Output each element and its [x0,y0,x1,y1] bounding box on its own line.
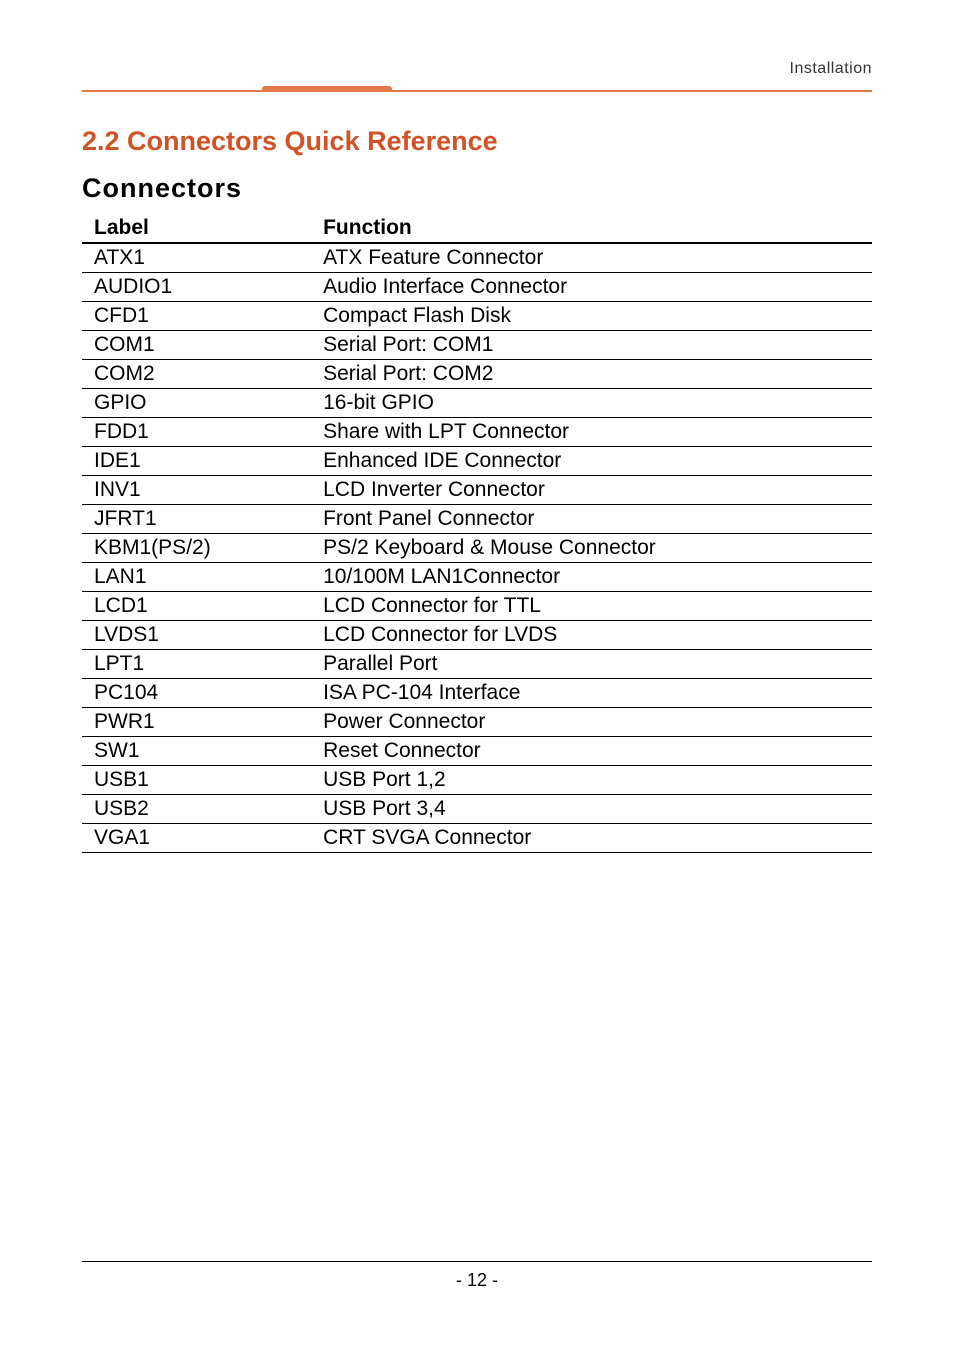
table-cell-function: Enhanced IDE Connector [311,447,872,476]
table-cell-function: Parallel Port [311,650,872,679]
table-cell-function: Reset Connector [311,737,872,766]
table-row: KBM1(PS/2)PS/2 Keyboard & Mouse Connecto… [82,534,872,563]
table-cell-label: IDE1 [82,447,311,476]
document-page: Installation 2.2 Connectors Quick Refere… [0,0,954,1351]
table-row: COM2Serial Port: COM2 [82,360,872,389]
table-cell-function: 16-bit GPIO [311,389,872,418]
table-row: COM1Serial Port: COM1 [82,331,872,360]
table-cell-label: GPIO [82,389,311,418]
table-cell-label: VGA1 [82,824,311,853]
table-cell-label: COM2 [82,360,311,389]
table-cell-function: CRT SVGA Connector [311,824,872,853]
table-cell-label: FDD1 [82,418,311,447]
header-accent-bar [82,86,872,92]
page-number: - 12 - [456,1270,498,1290]
table-row: SW1Reset Connector [82,737,872,766]
table-cell-label: LCD1 [82,592,311,621]
table-cell-function: Share with LPT Connector [311,418,872,447]
table-row: IDE1Enhanced IDE Connector [82,447,872,476]
table-header-function: Function [311,214,872,243]
table-cell-function: ISA PC-104 Interface [311,679,872,708]
table-row: PWR1Power Connector [82,708,872,737]
table-header-row: Label Function [82,214,872,243]
table-cell-label: ATX1 [82,243,311,273]
table-row: CFD1Compact Flash Disk [82,302,872,331]
table-cell-function: ATX Feature Connector [311,243,872,273]
table-row: VGA1CRT SVGA Connector [82,824,872,853]
table-row: AUDIO1Audio Interface Connector [82,273,872,302]
table-row: LPT1Parallel Port [82,650,872,679]
table-cell-label: LVDS1 [82,621,311,650]
subsection-title: Connectors [82,173,872,204]
accent-line [82,90,872,92]
table-cell-label: SW1 [82,737,311,766]
table-cell-function: 10/100M LAN1Connector [311,563,872,592]
table-cell-function: Serial Port: COM2 [311,360,872,389]
table-cell-function: Serial Port: COM1 [311,331,872,360]
connectors-table: Label Function ATX1ATX Feature Connector… [82,214,872,853]
table-cell-function: Compact Flash Disk [311,302,872,331]
table-row: PC104ISA PC-104 Interface [82,679,872,708]
table-cell-label: AUDIO1 [82,273,311,302]
table-cell-label: USB1 [82,766,311,795]
table-cell-label: COM1 [82,331,311,360]
table-cell-function: PS/2 Keyboard & Mouse Connector [311,534,872,563]
table-row: ATX1ATX Feature Connector [82,243,872,273]
table-row: LVDS1LCD Connector for LVDS [82,621,872,650]
table-row: USB2USB Port 3,4 [82,795,872,824]
page-footer: - 12 - [82,1261,872,1291]
table-cell-function: USB Port 3,4 [311,795,872,824]
table-row: LCD1LCD Connector for TTL [82,592,872,621]
table-cell-function: LCD Connector for LVDS [311,621,872,650]
table-cell-label: PWR1 [82,708,311,737]
section-title: 2.2 Connectors Quick Reference [82,126,872,157]
table-cell-function: LCD Connector for TTL [311,592,872,621]
table-row: FDD1Share with LPT Connector [82,418,872,447]
table-cell-label: PC104 [82,679,311,708]
table-header-label: Label [82,214,311,243]
table-row: JFRT1Front Panel Connector [82,505,872,534]
table-cell-label: INV1 [82,476,311,505]
table-cell-function: Front Panel Connector [311,505,872,534]
table-cell-label: JFRT1 [82,505,311,534]
table-cell-label: CFD1 [82,302,311,331]
table-cell-label: USB2 [82,795,311,824]
header-category: Installation [82,60,872,78]
table-row: GPIO16-bit GPIO [82,389,872,418]
table-row: LAN110/100M LAN1Connector [82,563,872,592]
table-cell-function: Audio Interface Connector [311,273,872,302]
table-row: INV1LCD Inverter Connector [82,476,872,505]
table-row: USB1USB Port 1,2 [82,766,872,795]
table-cell-function: LCD Inverter Connector [311,476,872,505]
table-cell-label: KBM1(PS/2) [82,534,311,563]
table-cell-function: USB Port 1,2 [311,766,872,795]
table-cell-label: LAN1 [82,563,311,592]
table-cell-function: Power Connector [311,708,872,737]
table-cell-label: LPT1 [82,650,311,679]
